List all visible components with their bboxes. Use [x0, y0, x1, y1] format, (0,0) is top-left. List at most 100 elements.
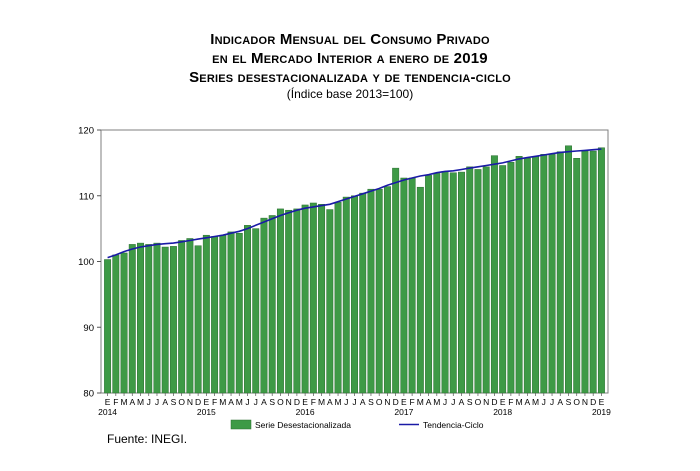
legend-bar-label: Serie Desestacionalizada [255, 420, 351, 430]
x-tick-label: A [459, 397, 465, 407]
x-tick-label: N [483, 397, 489, 407]
chart-title-line-2: en el Mercado Interior a enero de 2019 [212, 50, 488, 67]
year-label: 2016 [296, 407, 315, 417]
bar [153, 242, 161, 394]
bar [137, 242, 144, 394]
bar [573, 158, 581, 394]
bar [112, 254, 120, 394]
x-tick-label: A [426, 397, 432, 407]
bar [458, 171, 465, 394]
bar [301, 204, 309, 394]
x-tick-label: M [219, 397, 226, 407]
bar [589, 150, 597, 394]
year-label: 2017 [394, 407, 413, 417]
y-tick-label: 90 [83, 323, 94, 334]
legend-bar-swatch [230, 419, 252, 430]
x-tick-label: E [401, 397, 407, 407]
bar [540, 154, 548, 394]
y-tick-label: 100 [78, 257, 94, 268]
x-tick-label: O [475, 397, 482, 407]
bar [383, 186, 391, 394]
bar [449, 172, 457, 394]
x-tick-label: F [113, 397, 118, 407]
x-tick-label: M [120, 397, 127, 407]
x-tick-label: A [129, 397, 135, 407]
bar [326, 209, 334, 394]
bar [260, 217, 268, 394]
x-tick-label: M [532, 397, 539, 407]
bar [351, 195, 358, 394]
x-tick-label: A [261, 397, 267, 407]
bar [169, 246, 177, 394]
x-tick-label: F [508, 397, 513, 407]
bar [425, 175, 433, 394]
x-tick-label: O [178, 397, 185, 407]
x-tick-label: J [147, 397, 151, 407]
bar [194, 245, 202, 394]
x-tick-label: N [286, 397, 292, 407]
x-tick-label: J [155, 397, 159, 407]
bar [202, 234, 210, 394]
x-tick-label: S [368, 397, 374, 407]
x-tick-label: J [451, 397, 455, 407]
chart-titles: Indicador Mensual del Consumo Privado en… [0, 30, 700, 102]
x-tick-label: N [582, 397, 588, 407]
x-tick-label: F [212, 397, 217, 407]
x-tick-label: O [376, 397, 383, 407]
x-tick-label: M [516, 397, 523, 407]
bar [474, 169, 482, 394]
x-tick-label: S [566, 397, 572, 407]
bar [532, 156, 540, 394]
bar [499, 165, 507, 394]
x-tick-label: D [393, 397, 399, 407]
bar [597, 147, 605, 394]
x-tick-label: D [590, 397, 596, 407]
bar [482, 166, 490, 394]
bar [581, 150, 589, 394]
x-tick-label: J [542, 397, 546, 407]
x-tick-label: J [254, 397, 258, 407]
x-tick-label: A [327, 397, 333, 407]
bar [342, 196, 350, 394]
x-tick-label: S [171, 397, 177, 407]
x-tick-label: D [491, 397, 497, 407]
bar [211, 236, 219, 394]
x-tick-label: M [417, 397, 424, 407]
x-tick-label: J [443, 397, 447, 407]
x-tick-label: J [245, 397, 249, 407]
x-tick-label: M [236, 397, 243, 407]
bar [359, 192, 367, 394]
x-tick-label: J [344, 397, 348, 407]
bar [466, 166, 474, 394]
bar [507, 161, 515, 394]
bar [441, 171, 449, 394]
chart-title-line-3: Series desestacionalizada y de tendencia… [189, 69, 511, 86]
bar [161, 246, 169, 394]
x-tick-label: A [228, 397, 234, 407]
x-tick-label: O [277, 397, 284, 407]
bar [186, 238, 194, 394]
bar [104, 259, 112, 394]
x-tick-label: F [311, 397, 316, 407]
x-tick-label: M [318, 397, 325, 407]
x-tick-label: M [334, 397, 341, 407]
source-note: Fuente: INEGI. [107, 432, 188, 446]
x-tick-label: M [433, 397, 440, 407]
bar [490, 155, 498, 394]
bar [178, 240, 186, 394]
x-tick-label: J [352, 397, 356, 407]
bar [235, 232, 243, 394]
y-tick-label: 120 [78, 126, 94, 137]
bar [145, 244, 153, 394]
bar [285, 209, 293, 394]
year-label: 2018 [493, 407, 512, 417]
bar [334, 202, 342, 394]
x-tick-label: A [162, 397, 168, 407]
bar [400, 177, 408, 394]
bar [309, 202, 317, 394]
bar [416, 186, 424, 394]
bar [293, 208, 301, 394]
bar [515, 156, 523, 394]
bar [120, 252, 128, 394]
x-tick-label: F [410, 397, 415, 407]
